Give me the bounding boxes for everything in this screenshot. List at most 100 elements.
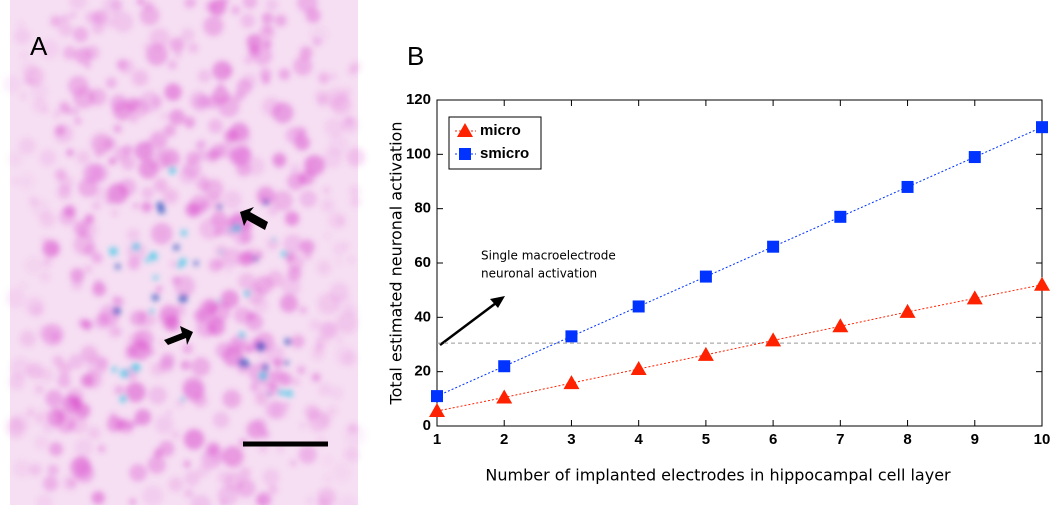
stain — [30, 82, 49, 101]
stain — [136, 0, 145, 6]
stain — [113, 124, 122, 134]
stain — [231, 5, 241, 15]
arrow — [164, 326, 193, 345]
stain — [165, 409, 173, 416]
stain — [47, 464, 59, 476]
stain — [129, 498, 137, 505]
stain — [223, 247, 243, 267]
stain — [84, 213, 95, 224]
x-tick-label: 3 — [567, 431, 575, 448]
stain — [112, 11, 134, 33]
stain — [225, 266, 232, 273]
stain — [108, 325, 121, 338]
stain — [105, 77, 117, 89]
stain — [131, 362, 141, 373]
x-tick-label: 2 — [500, 431, 508, 448]
stain — [307, 410, 330, 432]
stain — [311, 372, 321, 382]
stain — [323, 232, 331, 240]
stain — [329, 386, 344, 401]
stain — [108, 157, 117, 166]
stain — [160, 352, 175, 367]
stain — [164, 83, 182, 101]
stain — [274, 14, 287, 27]
stain — [75, 402, 91, 418]
stain — [159, 339, 166, 346]
stain — [279, 294, 299, 313]
marker — [699, 270, 712, 283]
marker — [632, 300, 645, 313]
stain — [29, 463, 42, 476]
stain — [222, 346, 243, 368]
stain — [139, 5, 160, 26]
stain — [5, 288, 26, 309]
stain — [54, 125, 66, 136]
stain — [125, 345, 132, 353]
stain — [68, 0, 88, 10]
stain — [39, 211, 56, 228]
stain — [246, 362, 251, 368]
stain — [300, 239, 315, 255]
stain — [222, 446, 245, 469]
stain — [217, 299, 221, 303]
marker — [1034, 276, 1050, 291]
stain-layer — [2, 0, 366, 505]
stain — [284, 338, 292, 346]
legend-label: smicro — [480, 145, 529, 162]
stain — [253, 417, 268, 432]
stain — [93, 10, 108, 25]
stain — [299, 422, 306, 429]
stain — [231, 334, 248, 351]
stain — [341, 241, 351, 250]
stain — [23, 78, 30, 85]
stain — [8, 373, 25, 391]
stain — [18, 173, 36, 191]
stain — [174, 275, 196, 297]
stain — [246, 34, 263, 50]
stain — [108, 411, 118, 421]
stain — [256, 492, 272, 505]
stain — [153, 448, 163, 458]
chart: B Number of implanted electrodes in hipp… — [387, 41, 1051, 485]
stain — [322, 186, 331, 195]
stain — [131, 242, 141, 251]
marker — [834, 210, 847, 223]
stain — [222, 190, 242, 210]
stain — [162, 188, 179, 204]
stain — [285, 127, 303, 144]
stain — [182, 159, 202, 179]
stain — [145, 43, 168, 66]
stain — [89, 88, 107, 106]
stain — [267, 392, 271, 397]
stain — [143, 140, 152, 149]
stain — [349, 185, 360, 197]
stain — [318, 74, 330, 86]
stain — [180, 360, 191, 371]
stain — [297, 0, 318, 13]
stain — [203, 178, 224, 199]
x-tick-label: 4 — [634, 431, 643, 448]
stain — [257, 353, 264, 360]
x-tick-label: 9 — [971, 431, 979, 448]
stain — [281, 276, 301, 297]
stain — [138, 90, 161, 113]
x-axis-label: Number of implanted electrodes in hippoc… — [485, 466, 951, 485]
stain — [127, 257, 141, 270]
legend-label: micro — [480, 122, 521, 139]
stain — [151, 293, 160, 302]
stain — [168, 166, 177, 175]
stain — [95, 356, 109, 371]
marker — [431, 390, 443, 403]
stain — [172, 304, 187, 319]
stain — [217, 470, 232, 485]
stain — [120, 155, 136, 171]
marker — [697, 346, 714, 361]
stain — [64, 107, 72, 115]
stain — [212, 411, 230, 429]
stain — [320, 198, 335, 213]
stain — [266, 237, 279, 250]
stain — [276, 445, 285, 453]
panel-label: B — [407, 41, 424, 71]
stain — [287, 172, 305, 191]
stain — [344, 304, 358, 318]
